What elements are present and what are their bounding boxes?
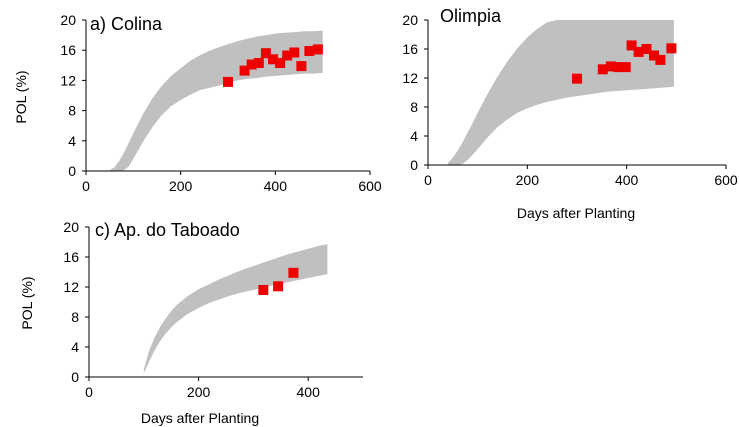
y-tick-label: 20	[402, 12, 418, 28]
observed-point	[260, 48, 271, 59]
y-tick-label: 8	[71, 309, 79, 325]
y-tick-label: 8	[410, 99, 418, 115]
observed-point	[246, 59, 257, 70]
panel-title: c) Ap. do Taboado	[95, 220, 240, 240]
x-axis-label: Days after Planting	[517, 205, 635, 221]
x-tick-label: 200	[187, 384, 211, 400]
x-tick-label: 400	[264, 178, 288, 194]
y-tick-label: 20	[63, 219, 79, 235]
observed-point	[613, 62, 624, 73]
observed-point	[597, 64, 608, 75]
y-tick-label: 16	[402, 41, 418, 57]
observed-point	[649, 50, 659, 61]
x-axis-label: Days after Planting	[141, 410, 259, 426]
observed-point	[239, 65, 250, 76]
observed-point	[223, 76, 233, 87]
y-tick-label: 16	[60, 42, 76, 58]
y-tick-label: 4	[68, 133, 76, 149]
y-tick-label: 4	[410, 128, 418, 144]
x-tick-label: 200	[516, 172, 540, 188]
observed-point	[641, 44, 652, 54]
x-tick-label: 600	[714, 172, 738, 188]
observed-point	[273, 281, 284, 292]
simulation-band	[143, 244, 328, 374]
x-tick-label: 400	[615, 172, 639, 188]
panel-ap-do-taboado: c) Ap. do Taboado POL (%) Days after Pla…	[19, 219, 363, 426]
observed-point	[605, 61, 616, 72]
y-tick-label: 12	[60, 72, 76, 88]
panel-olimpia: Olimpia Days after Planting 0 200 400 600 0 4…	[402, 6, 737, 221]
simulation-band	[447, 20, 674, 165]
panel-title: a) Colina	[90, 14, 163, 34]
y-tick-label: 12	[63, 279, 79, 295]
y-tick-label: 0	[410, 157, 418, 173]
x-tick-label: 0	[85, 384, 93, 400]
observed-point	[626, 40, 637, 51]
observed-point	[312, 44, 323, 55]
panel-colina: a) Colina POL (%) 0 200 400 600 0 4 8 12 16 20	[13, 12, 382, 194]
y-axis-label: POL (%)	[19, 276, 35, 329]
y-tick-label: 12	[402, 70, 418, 86]
observed-point	[304, 46, 315, 56]
observed-point	[620, 62, 631, 73]
x-tick-label: 600	[358, 178, 382, 194]
observed-point	[296, 61, 307, 72]
x-tick-label: 400	[297, 384, 321, 400]
observed-point	[282, 50, 293, 61]
y-tick-label: 20	[60, 12, 76, 28]
y-tick-label: 0	[68, 163, 76, 179]
observed-point	[655, 54, 666, 65]
observed-point	[253, 58, 264, 68]
y-tick-label: 16	[63, 249, 79, 265]
panel-title: Olimpia	[440, 6, 502, 26]
x-tick-label: 200	[169, 178, 193, 194]
observed-point	[258, 285, 269, 295]
y-tick-label: 4	[71, 339, 79, 355]
simulation-band	[104, 30, 323, 171]
observed-point	[275, 58, 286, 68]
x-tick-label: 0	[424, 172, 432, 188]
observed-point	[289, 47, 300, 58]
y-tick-label: 0	[71, 369, 79, 385]
observed-point	[572, 73, 582, 84]
observed-point	[633, 46, 644, 57]
observed-point	[288, 267, 299, 278]
y-tick-label: 8	[68, 103, 76, 119]
y-axis-label: POL (%)	[13, 70, 29, 123]
observed-point	[666, 43, 677, 54]
observed-point	[268, 54, 278, 65]
x-tick-label: 0	[82, 178, 90, 194]
